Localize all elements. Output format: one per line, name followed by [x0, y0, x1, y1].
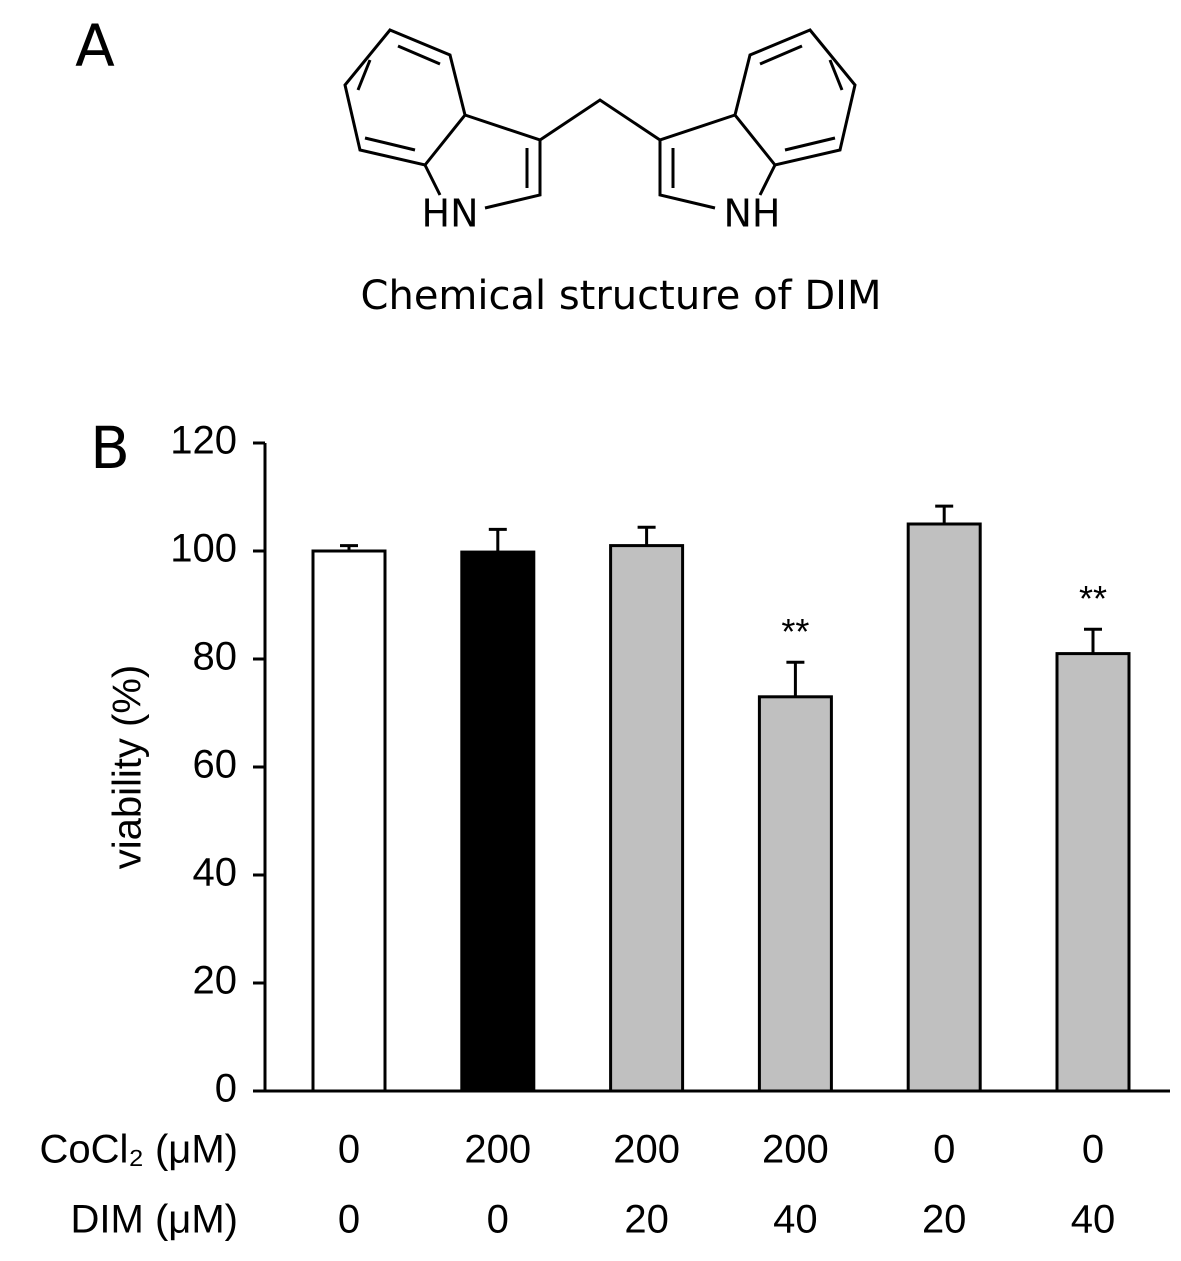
- y-axis-label: viability (%): [106, 665, 150, 869]
- bar: [609, 544, 685, 1093]
- row-label: CoCl₂ (μM): [39, 1128, 238, 1172]
- y-tick-label: 80: [193, 635, 238, 679]
- row-value: 40: [1071, 1198, 1116, 1242]
- row-value: 0: [1082, 1128, 1104, 1172]
- double-bond: [356, 59, 372, 91]
- double-bond: [364, 136, 416, 152]
- panel-label: B: [90, 414, 130, 482]
- row-value: 0: [487, 1198, 509, 1242]
- y-tick-label: 20: [193, 959, 238, 1003]
- row-value: 0: [338, 1128, 360, 1172]
- y-tick-label: 60: [193, 743, 238, 787]
- row-label: DIM (μM): [71, 1198, 238, 1242]
- double-bond: [784, 136, 836, 152]
- row-value: 40: [773, 1198, 818, 1242]
- row-value: 20: [624, 1198, 669, 1242]
- atom-label: HN: [422, 192, 479, 236]
- double-bond: [828, 59, 844, 91]
- row-value: 200: [613, 1128, 680, 1172]
- row-value: 0: [933, 1128, 955, 1172]
- row-value: 200: [762, 1128, 829, 1172]
- caption: Chemical structure of DIM: [361, 273, 882, 319]
- significance: **: [781, 611, 809, 652]
- molecule: [343, 28, 857, 210]
- pyrrole-ring: [658, 113, 736, 210]
- row-value: 0: [338, 1198, 360, 1242]
- panel-label: A: [75, 12, 115, 80]
- pyrrole-ring: [464, 113, 542, 210]
- y-tick-label: 40: [193, 851, 238, 895]
- bond: [758, 164, 777, 196]
- y-tick-label: 120: [170, 419, 237, 463]
- y-tick-label: 0: [215, 1067, 237, 1111]
- bar: [906, 522, 982, 1093]
- bar: [460, 550, 536, 1093]
- bar: [757, 695, 833, 1093]
- row-value: 20: [922, 1198, 967, 1242]
- bond: [423, 164, 442, 196]
- methylene: [539, 98, 661, 142]
- atom-label: NH: [724, 192, 781, 236]
- bar: [311, 549, 387, 1093]
- significance: **: [1079, 578, 1107, 619]
- double-bond: [759, 44, 803, 66]
- y-tick-label: 100: [170, 527, 237, 571]
- double-bond: [397, 44, 441, 66]
- bar: [1055, 652, 1131, 1093]
- row-value: 200: [464, 1128, 531, 1172]
